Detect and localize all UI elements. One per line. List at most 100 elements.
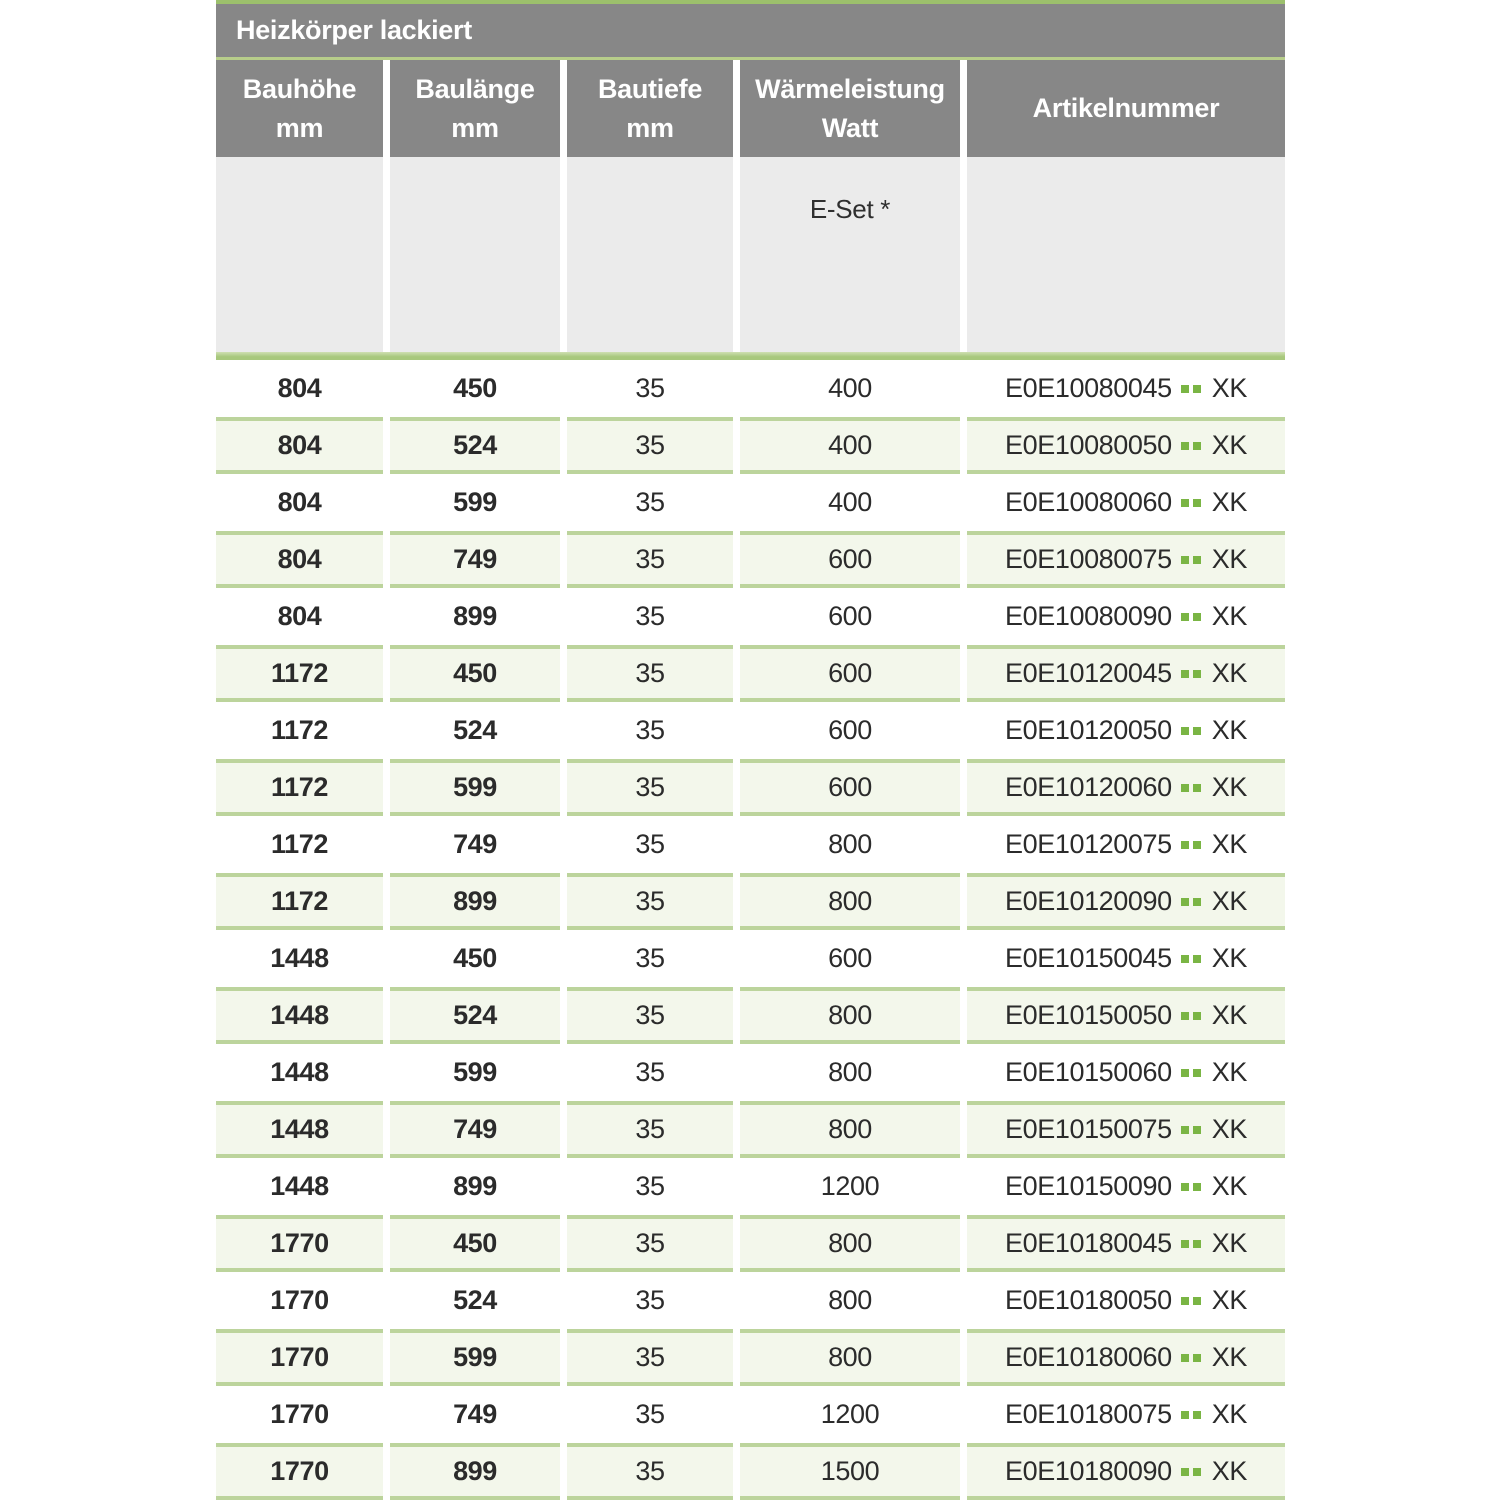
table-row: 1172 599 35 600 E0E10120060 XK	[216, 759, 1285, 816]
cell-bautiefe: 35	[567, 873, 733, 930]
placeholder-dot-icon	[1180, 954, 1189, 963]
cell-bauhoehe: 1172	[216, 702, 383, 759]
column-label: Bautiefe	[597, 73, 703, 104]
artikelnummer-prefix: E0E10150050	[1005, 1000, 1172, 1030]
cell-bauhoehe: 804	[216, 417, 383, 474]
cell-bautiefe: 35	[567, 1215, 733, 1272]
cell-artikelnummer: E0E10180050 XK	[967, 1272, 1285, 1329]
cell-watt: 600	[740, 702, 960, 759]
cell-artikelnummer: E0E10180075 XK	[967, 1386, 1285, 1443]
placeholder-dot-icon	[1180, 897, 1189, 906]
cell-bauhoehe: 804	[216, 360, 383, 417]
cell-artikelnummer: E0E10080060 XK	[967, 474, 1285, 531]
cell-artikelnummer: E0E10150045 XK	[967, 930, 1285, 987]
cell-watt: 1500	[740, 1443, 960, 1500]
placeholder-dot-icon	[1180, 384, 1189, 393]
placeholder-dot-icon	[1192, 498, 1201, 507]
placeholder-dot-icon	[1180, 783, 1189, 792]
cell-baulaenge: 899	[390, 1158, 560, 1215]
header-body-separator-line	[216, 352, 1285, 360]
cell-bauhoehe: 1448	[216, 1044, 383, 1101]
cell-baulaenge: 450	[390, 645, 560, 702]
cell-bautiefe: 35	[567, 816, 733, 873]
artikelnummer-suffix: XK	[1211, 373, 1248, 403]
cell-watt: 800	[740, 1329, 960, 1386]
placeholder-dot-icon	[1192, 840, 1201, 849]
cell-baulaenge: 450	[390, 360, 560, 417]
cell-bauhoehe: 1770	[216, 1272, 383, 1329]
cell-bauhoehe: 1172	[216, 645, 383, 702]
cell-bautiefe: 35	[567, 360, 733, 417]
artikelnummer-prefix: E0E10120050	[1005, 715, 1172, 745]
artikelnummer-suffix: XK	[1211, 829, 1248, 859]
cell-bauhoehe: 1172	[216, 816, 383, 873]
artikelnummer-suffix: XK	[1211, 715, 1248, 745]
artikelnummer-prefix: E0E10150090	[1005, 1171, 1172, 1201]
table-row: 1172 899 35 800 E0E10120090 XK	[216, 873, 1285, 930]
cell-bauhoehe: 1172	[216, 873, 383, 930]
cell-baulaenge: 899	[390, 588, 560, 645]
table-top-accent-line	[216, 0, 1285, 4]
artikelnummer-prefix: E0E10180050	[1005, 1285, 1172, 1315]
placeholder-dot-icon	[1180, 726, 1189, 735]
cell-bauhoehe: 1448	[216, 1158, 383, 1215]
cell-artikelnummer: E0E10080075 XK	[967, 531, 1285, 588]
placeholder-dot-icon	[1192, 384, 1201, 393]
placeholder-dot-icon	[1192, 726, 1201, 735]
cell-watt: 600	[740, 645, 960, 702]
placeholder-dot-icon	[1180, 1182, 1189, 1191]
cell-watt: 800	[740, 1215, 960, 1272]
cell-baulaenge: 899	[390, 1443, 560, 1500]
cell-baulaenge: 749	[390, 816, 560, 873]
column-label: Artikelnummer	[1032, 93, 1220, 123]
cell-artikelnummer: E0E10080050 XK	[967, 417, 1285, 474]
cell-bautiefe: 35	[567, 588, 733, 645]
cell-baulaenge: 450	[390, 1215, 560, 1272]
column-label: Bauhöhe	[242, 73, 357, 104]
column-header-row: Bauhöhe mm Baulänge mm Bautiefe mm Wärme…	[216, 60, 1285, 157]
table-row: 1448 749 35 800 E0E10150075 XK	[216, 1101, 1285, 1158]
cell-baulaenge: 450	[390, 930, 560, 987]
placeholder-dot-icon	[1180, 555, 1189, 564]
cell-bautiefe: 35	[567, 759, 733, 816]
table-body: 804 450 35 400 E0E10080045 XK 804 524 35…	[216, 360, 1285, 1500]
artikelnummer-suffix: XK	[1211, 1228, 1248, 1258]
placeholder-dot-icon	[1180, 1296, 1189, 1305]
cell-bauhoehe: 1448	[216, 987, 383, 1044]
cell-watt: 400	[740, 360, 960, 417]
artikelnummer-prefix: E0E10180060	[1005, 1342, 1172, 1372]
placeholder-dot-icon	[1180, 1239, 1189, 1248]
cell-bauhoehe: 1770	[216, 1329, 383, 1386]
cell-artikelnummer: E0E10120090 XK	[967, 873, 1285, 930]
artikelnummer-suffix: XK	[1211, 1000, 1248, 1030]
column-unit: mm	[275, 112, 324, 143]
cell-artikelnummer: E0E10180045 XK	[967, 1215, 1285, 1272]
placeholder-dot-icon	[1180, 1410, 1189, 1419]
placeholder-dot-icon	[1192, 1410, 1201, 1419]
column-header-waermeleistung: Wärmeleistung Watt	[740, 60, 960, 157]
cell-artikelnummer: E0E10120075 XK	[967, 816, 1285, 873]
artikelnummer-suffix: XK	[1211, 1456, 1248, 1486]
cell-artikelnummer: E0E10120045 XK	[967, 645, 1285, 702]
cell-watt: 600	[740, 531, 960, 588]
table-row: 804 599 35 400 E0E10080060 XK	[216, 474, 1285, 531]
cell-watt: 800	[740, 873, 960, 930]
cell-bauhoehe: 1770	[216, 1215, 383, 1272]
table-row: 1770 599 35 800 E0E10180060 XK	[216, 1329, 1285, 1386]
placeholder-dot-icon	[1180, 669, 1189, 678]
cell-watt: 400	[740, 417, 960, 474]
column-header-bauhoehe: Bauhöhe mm	[216, 60, 383, 157]
cell-baulaenge: 749	[390, 531, 560, 588]
cell-artikelnummer: E0E10150075 XK	[967, 1101, 1285, 1158]
cell-bautiefe: 35	[567, 1101, 733, 1158]
cell-artikelnummer: E0E10120060 XK	[967, 759, 1285, 816]
cell-baulaenge: 599	[390, 759, 560, 816]
placeholder-dot-icon	[1192, 441, 1201, 450]
cell-bauhoehe: 1448	[216, 1101, 383, 1158]
placeholder-dot-icon	[1192, 669, 1201, 678]
cell-baulaenge: 599	[390, 1044, 560, 1101]
cell-watt: 800	[740, 987, 960, 1044]
table-title-bar: Heizkörper lackiert	[216, 4, 1285, 57]
subheader-cell-baulaenge	[390, 157, 560, 352]
table-row: 1770 524 35 800 E0E10180050 XK	[216, 1272, 1285, 1329]
